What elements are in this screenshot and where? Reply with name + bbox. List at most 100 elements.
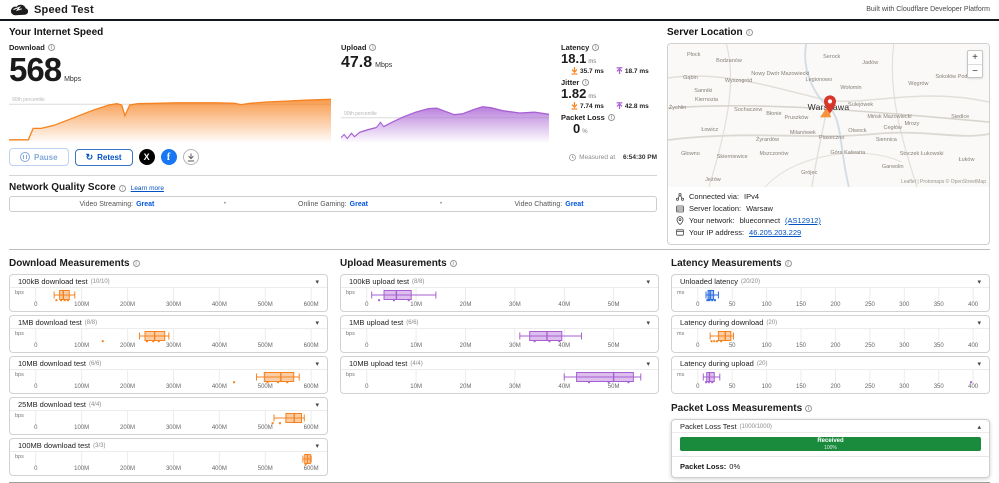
measurement-chart: ms: [672, 288, 989, 302]
axis-tick: 300M: [165, 343, 181, 349]
measurement-card-header[interactable]: 10MB upload test (4/4) ▾: [341, 357, 658, 370]
measurement-count: (6/6): [406, 319, 419, 326]
info-icon: [592, 44, 600, 51]
axis-tick: 0: [365, 384, 369, 390]
axis-tick: 200M: [120, 302, 136, 308]
loaded-latency-download: 35.7 ms: [571, 67, 604, 75]
speed-row: Download 568 Mbps 90th percentile Upload…: [9, 43, 657, 142]
axis-tick: 200M: [120, 384, 136, 390]
measurement-card-header[interactable]: Latency during download (20) ▾: [672, 316, 989, 329]
map-city-label: Siedlce: [951, 113, 970, 120]
quality-bar: Video Streaming: Great • Online Gaming: Gr…: [9, 196, 657, 212]
axis-tick: 300: [899, 384, 910, 390]
map[interactable]: Płock Bodzanów Serock Jadów Gąbin Wyszogród No…: [668, 44, 989, 187]
boxplot: [366, 288, 615, 302]
server-pin-icon: [817, 94, 843, 122]
download-results-button[interactable]: [182, 149, 199, 165]
axis-tick: 50: [728, 343, 736, 349]
measurement-chart: ms: [672, 370, 989, 384]
measurement-count: (20): [756, 360, 768, 367]
axis-tick: 100: [761, 302, 772, 308]
axis-tick: 400: [968, 302, 979, 308]
measurement-card: 10MB upload test (4/4) ▾ bps 0 10M 20M 30M 40M 50…: [340, 356, 659, 394]
clock-icon: [569, 153, 576, 161]
map-city-label: Kiernozia: [695, 96, 718, 103]
retest-button[interactable]: ↻ Retest: [74, 148, 133, 166]
map-city-label: Garwolin: [881, 163, 904, 170]
measurement-title: 10MB upload test: [349, 359, 408, 368]
packet-loss-card: Packet Loss Test (1000/1000) ▴ Received …: [671, 419, 990, 478]
share-x-button[interactable]: X: [138, 149, 155, 165]
axis-tick: 600M: [303, 384, 319, 390]
axis-tick: 200: [830, 343, 841, 349]
axis-tick: 400M: [211, 302, 227, 308]
measurement-title: Unloaded latency: [680, 277, 738, 286]
map-city-label: Łowicz: [701, 126, 719, 133]
axis-tick: 400: [968, 384, 979, 390]
map-city-label: Żyrardów: [756, 136, 779, 143]
your-network-row: Your network: blueconnect (AS12912): [676, 216, 981, 225]
axis-tick: 0: [34, 302, 38, 308]
axis-tick: 10M: [410, 302, 422, 308]
measurement-card-header[interactable]: 1MB download test (8/8) ▾: [10, 316, 327, 329]
unit-label: bps: [346, 372, 355, 378]
measurement-card-header[interactable]: 1MB upload test (6/6) ▾: [341, 316, 658, 329]
measurement-card-header[interactable]: Latency during upload (20) ▾: [672, 357, 989, 370]
map-city-label: Płock: [686, 52, 701, 59]
axis-tick: 100M: [74, 384, 90, 390]
measurement-chart: bps: [10, 370, 327, 384]
measurement-count: (6/6): [88, 360, 102, 367]
zoom-in-button[interactable]: +: [972, 52, 978, 63]
measurement-chart: bps: [341, 370, 658, 384]
latency-measurements-heading: Latency Measurements: [671, 258, 990, 269]
measurement-card-header[interactable]: 25MB download test (4/4) ▾: [10, 398, 327, 411]
chevron-up-icon: ▴: [977, 423, 981, 431]
axis-tick: 600M: [303, 466, 319, 472]
axis-tick: 500M: [257, 343, 273, 349]
measurement-card-header[interactable]: 100kB download test (10/10) ▾: [10, 275, 327, 288]
axis-tick: 40M: [558, 302, 571, 308]
unit-label: bps: [346, 290, 355, 296]
axis-tick: 100M: [74, 302, 90, 308]
packet-loss-card-header[interactable]: Packet Loss Test (1000/1000) ▴: [672, 420, 989, 433]
axis-tick: 150: [796, 302, 807, 308]
measurement-chart: bps: [10, 411, 327, 425]
axis-tick: 250: [864, 302, 875, 308]
measurement-chart: bps: [10, 288, 327, 302]
measurement-card: Unloaded latency (20/20) ▾ ms 0 50 100 150 200 25…: [671, 274, 990, 312]
map-city-label: Stoczek Łukowski: [899, 151, 944, 158]
learn-more-link[interactable]: Learn more: [130, 185, 164, 192]
measurement-card-header[interactable]: 100kB upload test (8/8) ▾: [341, 275, 658, 288]
measurement-title: 100kB download test: [18, 277, 88, 286]
axis-tick: 150: [796, 384, 807, 390]
cloudflare-logo-icon: [9, 3, 28, 16]
axis-tick: 0: [365, 302, 369, 308]
pause-button[interactable]: Pause: [9, 148, 69, 166]
map-city-label: Wołomin: [840, 85, 862, 92]
measurement-count: (3/3): [93, 442, 106, 449]
chevron-down-icon: ▾: [315, 401, 319, 409]
axis: 0 10M 20M 30M 40M 50M: [341, 384, 658, 393]
share-facebook-button[interactable]: f: [160, 149, 177, 165]
unit-label: ms: [677, 331, 685, 337]
zoom-out-button[interactable]: −: [968, 64, 982, 77]
map-city-label: Łuków: [958, 156, 975, 163]
measurement-card-header[interactable]: 10MB download test (6/6) ▾: [10, 357, 327, 370]
ip-link[interactable]: 46.205.203.229: [749, 228, 802, 237]
measurement-card: 1MB upload test (6/6) ▾ bps 0 10M 20M 30M 40M 50M: [340, 315, 659, 353]
axis: 0 100M 200M 300M 400M 500M 600M: [10, 466, 327, 475]
measurement-card: Latency during upload (20) ▾ ms 0 50 100 150 200…: [671, 356, 990, 394]
upload-measurements-heading: Upload Measurements: [340, 258, 659, 269]
measurement-card-header[interactable]: Unloaded latency (20/20) ▾: [672, 275, 989, 288]
axis-tick: 10M: [410, 384, 422, 390]
asn-link[interactable]: (AS12912): [785, 216, 821, 225]
axis-tick: 400M: [211, 466, 227, 472]
map-city-label: Legionowo: [805, 76, 833, 83]
download-value: 568 Mbps: [9, 51, 82, 88]
axis-tick: 50M: [607, 343, 620, 349]
axis: 0 100M 200M 300M 400M 500M 600M: [10, 343, 327, 352]
measurement-card-header[interactable]: 100MB download test (3/3) ▾: [10, 439, 327, 452]
axis-tick: 20M: [459, 343, 472, 349]
axis-tick: 50: [728, 384, 736, 390]
measurement-chart: ms: [672, 329, 989, 343]
